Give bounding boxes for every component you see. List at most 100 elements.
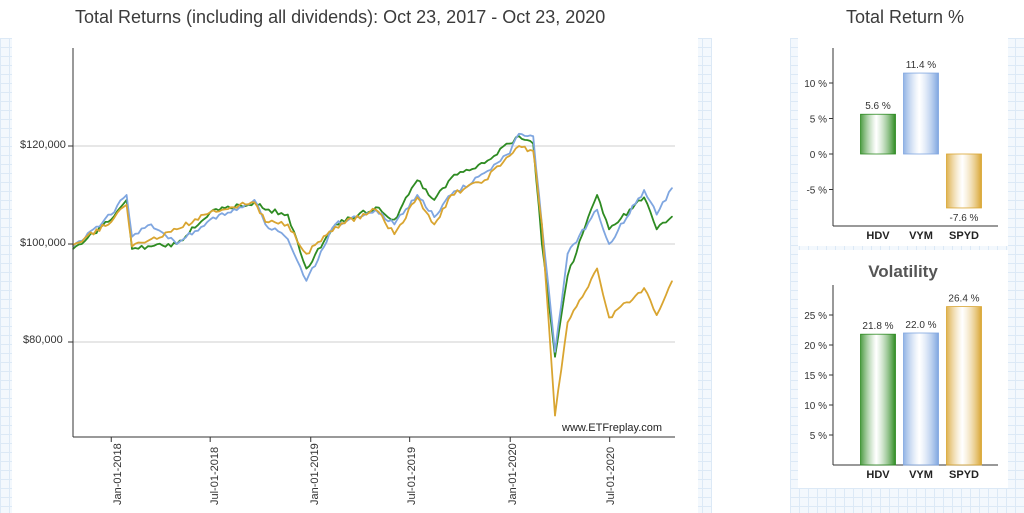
data-point-vym [518, 133, 520, 135]
data-point-vym [433, 216, 436, 218]
data-point-vym [253, 199, 256, 201]
data-point-spyd [596, 267, 598, 270]
data-point-vym [305, 280, 308, 282]
bar-value-label: 11.4 % [906, 60, 936, 71]
y-tick-label: 5 % [810, 115, 827, 126]
data-point-hdv [554, 355, 556, 358]
data-point-vym [150, 223, 152, 226]
data-point-vym [483, 172, 486, 174]
total-return-bar-chart: 10 % 5 % 0 % -5 % 5.6 % HDV 11.4 % VYM -7.6 % SPY… [804, 48, 998, 242]
bar-value-label: 26.4 % [948, 294, 979, 305]
data-point-spyd [416, 196, 419, 199]
data-point-spyd [375, 208, 377, 211]
data-point-hdv [416, 179, 419, 182]
data-point-spyd [287, 223, 289, 226]
data-point-hdv [264, 208, 267, 211]
data-point-vym [671, 187, 673, 189]
y-tick-120000: $120,000 [20, 139, 66, 151]
x-tick-jul-2018: Jul-01-2018 [209, 447, 221, 505]
data-point-hdv [541, 243, 543, 245]
category-label-spyd: SPYD [949, 469, 979, 481]
data-point-spyd [150, 238, 152, 240]
data-point-spyd [554, 414, 556, 417]
bar-value-label: 21.8 % [862, 321, 893, 332]
data-point-vym [643, 189, 645, 191]
bar-value-label: 22.0 % [905, 320, 936, 331]
data-point-vym [596, 208, 598, 211]
data-point-hdv [483, 162, 486, 164]
data-point-spyd [110, 221, 113, 223]
y-tick-label: 10 % [804, 79, 827, 90]
category-label-vym: VYM [909, 230, 933, 242]
data-point-hdv [150, 245, 152, 248]
data-point-spyd [450, 194, 453, 196]
bar-hdv [860, 113, 896, 155]
data-point-spyd [253, 201, 256, 204]
x-tick-jul-2019: Jul-01-2019 [406, 447, 418, 505]
data-point-vym [393, 223, 396, 226]
data-point-vym [508, 152, 511, 155]
data-point-hdv [655, 228, 658, 231]
data-point-vym [554, 351, 556, 353]
data-point-hdv [566, 275, 569, 277]
data-point-hdv [393, 218, 396, 221]
bar-vym [903, 332, 939, 466]
bar-value-label: -7.6 % [950, 213, 979, 224]
data-point-spyd [125, 204, 128, 206]
data-point-spyd [541, 223, 543, 226]
return-chart-title: Total Return % [846, 7, 965, 27]
category-label-hdv: HDV [866, 469, 890, 481]
y-tick-label: 25 % [804, 311, 827, 322]
data-point-hdv [305, 267, 308, 270]
y-tick-100000: $100,000 [20, 237, 66, 249]
data-point-vym [566, 253, 569, 255]
data-point-hdv [375, 206, 377, 209]
data-point-hdv [596, 194, 598, 196]
data-point-vym [264, 223, 267, 226]
category-label-hdv: HDV [866, 230, 890, 242]
data-point-hdv [287, 213, 289, 216]
bar-hdv [860, 333, 896, 466]
bar-value-label: 5.6 % [865, 101, 891, 112]
data-point-hdv [671, 215, 673, 218]
series-line-spyd [72, 145, 673, 417]
data-point-spyd [532, 150, 534, 152]
watermark-text: www.ETFreplay.com [561, 422, 662, 434]
y-tick-label: 15 % [804, 371, 827, 382]
data-point-hdv [508, 142, 511, 145]
data-point-vym [334, 223, 337, 226]
data-point-spyd [655, 314, 658, 316]
y-tick-80000: $80,000 [23, 334, 63, 346]
data-point-vym [110, 213, 113, 216]
y-tick-label: 0 % [810, 150, 827, 161]
series-line-hdv [72, 135, 673, 358]
data-point-spyd [483, 179, 486, 182]
data-point-spyd [334, 226, 337, 228]
data-point-spyd [305, 253, 308, 255]
data-point-hdv [608, 228, 610, 231]
data-point-spyd [608, 316, 610, 319]
x-tick-jul-2020: Jul-01-2020 [605, 447, 617, 505]
category-label-vym: VYM [909, 469, 933, 481]
data-point-vym [655, 213, 658, 216]
main-chart-title: Total Returns (including all dividends):… [75, 7, 606, 27]
data-point-spyd [131, 245, 133, 248]
data-point-spyd [508, 155, 511, 157]
x-tick-jan-2018: Jan-01-2018 [112, 443, 124, 505]
data-point-spyd [671, 280, 673, 283]
volatility-bar-chart: 25 % 20 % 15 % 10 % 5 % 21.8 % HDV 22.0 % VYM 26.… [804, 262, 998, 481]
x-tick-jan-2019: Jan-01-2019 [309, 443, 321, 505]
data-point-vym [176, 243, 178, 245]
data-point-spyd [209, 211, 211, 213]
data-point-hdv [131, 248, 133, 250]
x-tick-jan-2020: Jan-01-2020 [507, 443, 519, 505]
data-point-hdv [433, 199, 436, 201]
main-chart-panel [12, 38, 698, 513]
data-point-spyd [264, 221, 267, 223]
data-point-spyd [433, 223, 436, 226]
data-point-spyd [393, 233, 396, 235]
bar-spyd [946, 306, 982, 466]
y-tick-label: -5 % [806, 186, 827, 197]
y-tick-label: 10 % [804, 401, 827, 412]
